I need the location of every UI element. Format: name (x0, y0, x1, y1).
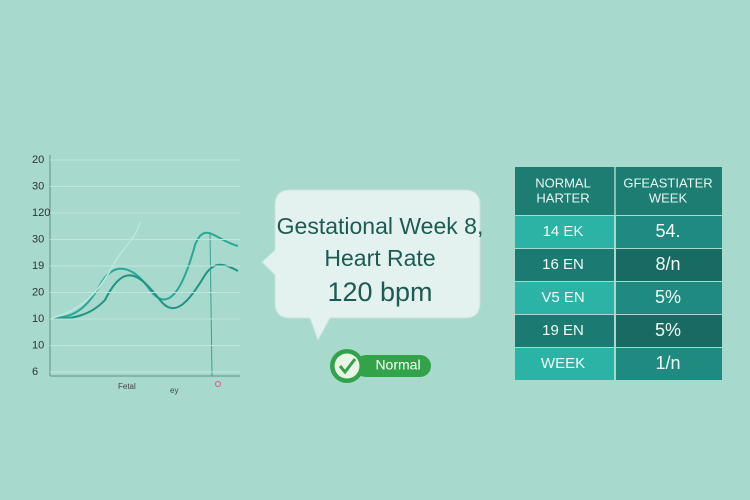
cell-text: 5% (655, 287, 681, 307)
table-cell (616, 249, 722, 281)
y-label: 20 (32, 154, 44, 166)
bubble-text: Heart Rate (324, 245, 435, 271)
y-label: 10 (32, 339, 44, 351)
bubble-text: 120 bpm (327, 277, 432, 307)
badge-icon-inner (334, 353, 360, 379)
status-badge: Normal (330, 349, 431, 383)
badge-label: Normal (375, 357, 420, 373)
cell-text: 16 EN (542, 256, 584, 273)
table-cell (515, 315, 614, 347)
speech-bubble: Gestational Week 8, Heart Rate 120 bpm (261, 189, 484, 342)
table-cell (616, 348, 722, 380)
curve (51, 263, 239, 320)
cell-text: 54. (655, 221, 680, 241)
y-label: 6 (32, 366, 38, 378)
table-cell (616, 216, 722, 248)
y-label: 30 (32, 233, 44, 245)
cell-text: V5 EN (541, 289, 584, 306)
table-cell (616, 315, 722, 347)
marker (215, 381, 221, 387)
y-label: 20 (32, 286, 44, 298)
marker-line (209, 231, 213, 377)
header-cell (515, 167, 722, 215)
x-label: ey (170, 386, 178, 395)
badge-pill (355, 355, 431, 377)
cell-text: 1/n (655, 353, 680, 373)
cell-text: 14 EK (543, 223, 584, 240)
cell-text: 19 EN (542, 322, 584, 339)
table-cell (515, 249, 614, 281)
y-label: 120 (32, 207, 50, 219)
header-text: GFEASTIATER (623, 175, 712, 190)
x-label: Fetal (118, 382, 136, 391)
cell-text: WEEK (541, 355, 585, 372)
header-text: NORMAL (535, 175, 591, 190)
cell-text: 8/n (655, 254, 680, 274)
header-text: HARTER (536, 190, 589, 205)
table-cell (515, 216, 614, 248)
cell-text: 5% (655, 320, 681, 340)
check (338, 358, 357, 375)
header-text: WEEK (649, 190, 688, 205)
y-label: 10 (32, 313, 44, 325)
bubble-shape (261, 189, 481, 342)
curve (51, 231, 239, 319)
line-chart: 20 30 120 30 19 20 10 10 6 Fetal ey (32, 154, 240, 395)
bubble-text: Gestational Week 8, (277, 213, 484, 239)
table-cell (616, 282, 722, 314)
y-label: 19 (32, 260, 44, 272)
curve (51, 221, 141, 319)
table-cell (515, 348, 614, 380)
y-label: 30 (32, 180, 44, 192)
table-cell (515, 282, 614, 314)
